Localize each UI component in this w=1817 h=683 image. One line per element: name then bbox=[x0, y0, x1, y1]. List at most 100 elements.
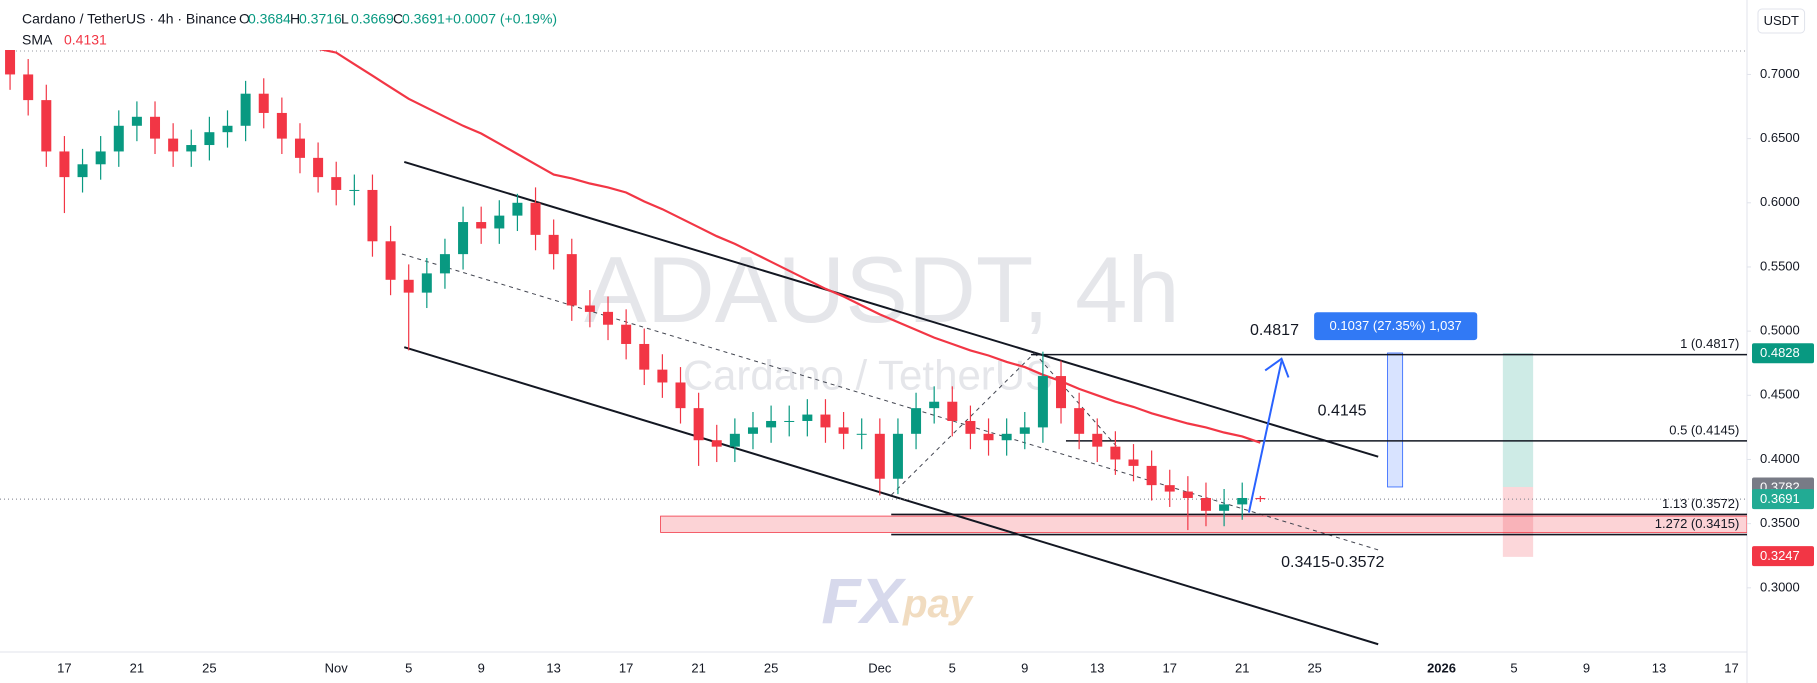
candle-body bbox=[603, 311, 614, 325]
x-tick-label: 5 bbox=[949, 660, 956, 675]
plot-area: 1 (0.4817) 0.5 (0.4145) 1.13 (0.3572) 1.272… bbox=[0, 50, 1747, 646]
price-tag bbox=[1752, 489, 1814, 510]
arrow-head bbox=[1264, 357, 1290, 378]
x-tick-label: 25 bbox=[1307, 660, 1321, 675]
candle-body bbox=[1074, 408, 1085, 434]
candle-body bbox=[1164, 485, 1175, 492]
y-tick-label: 0.4500 bbox=[1760, 387, 1800, 402]
candle-body bbox=[349, 189, 360, 191]
y-tick-label: 0.5500 bbox=[1760, 258, 1800, 273]
ohlc-key: C bbox=[393, 11, 403, 27]
candle-body bbox=[458, 222, 469, 255]
candle-body bbox=[331, 177, 342, 190]
candle-body bbox=[258, 93, 269, 113]
swing-line bbox=[1034, 352, 1119, 449]
symbol-title: Cardano / TetherUS · 4h · Binance bbox=[22, 11, 237, 27]
candle-body bbox=[947, 401, 958, 421]
x-tick-label: 9 bbox=[1583, 660, 1590, 675]
x-tick-label: 13 bbox=[546, 660, 560, 675]
x-tick-label: 21 bbox=[691, 660, 705, 675]
watermark-logo: FXpay bbox=[821, 565, 973, 637]
candle-body bbox=[874, 433, 885, 479]
x-tick-label: 25 bbox=[764, 660, 778, 675]
candle-body bbox=[838, 427, 849, 434]
candle-body bbox=[802, 414, 813, 421]
candle-body bbox=[584, 305, 595, 312]
candle-body bbox=[929, 401, 940, 409]
price-tag-label: 0.3247 bbox=[1760, 548, 1800, 563]
x-tick-label: 13 bbox=[1652, 660, 1666, 675]
candle-body bbox=[95, 151, 106, 165]
y-tick-label: 0.7000 bbox=[1760, 66, 1800, 81]
sma-name: SMA bbox=[22, 32, 53, 48]
candle-body bbox=[367, 189, 378, 242]
channel-upper bbox=[403, 160, 1379, 458]
y-tick-label: 0.4000 bbox=[1760, 451, 1800, 466]
candle-body bbox=[77, 164, 88, 178]
candle-body bbox=[747, 427, 758, 434]
candle-body bbox=[657, 369, 668, 383]
candle-body bbox=[439, 254, 450, 274]
candle-body bbox=[1219, 504, 1230, 511]
candle-body bbox=[1056, 376, 1067, 409]
candle-body bbox=[693, 408, 704, 441]
candle-body bbox=[675, 382, 686, 409]
candle-body bbox=[965, 420, 976, 434]
measure-label-box bbox=[1314, 312, 1478, 341]
candle-body bbox=[892, 433, 903, 479]
x-tick-label: 9 bbox=[1021, 660, 1028, 675]
x-tick-label: 13 bbox=[1090, 660, 1104, 675]
measure-bar bbox=[1387, 352, 1404, 488]
candle-body bbox=[1200, 497, 1211, 511]
candle-body bbox=[729, 433, 740, 447]
candle-body bbox=[41, 100, 52, 152]
ohlc-value: 0.3684 bbox=[248, 11, 291, 27]
candle-body bbox=[1092, 433, 1103, 447]
x-tick-label: 21 bbox=[130, 660, 144, 675]
price-tag-label: 0.4828 bbox=[1760, 345, 1800, 360]
candle-body bbox=[1019, 427, 1030, 434]
target-zone bbox=[1502, 352, 1534, 487]
x-tick-label: 17 bbox=[619, 660, 633, 675]
x-tick-label: 2026 bbox=[1427, 660, 1456, 675]
swing-line bbox=[890, 352, 1035, 496]
candle-body bbox=[204, 132, 215, 146]
candle-body bbox=[131, 116, 142, 126]
candle-body bbox=[784, 420, 795, 422]
candle-body bbox=[476, 222, 487, 229]
candle-body bbox=[294, 138, 305, 158]
ohlc-value: 0.3716 bbox=[299, 11, 342, 27]
x-tick-label: Dec bbox=[868, 660, 892, 675]
x-tick-label: 5 bbox=[405, 660, 412, 675]
x-tick-label: 17 bbox=[57, 660, 71, 675]
currency-button[interactable] bbox=[1757, 8, 1806, 34]
price-tag-label: 0.3691 bbox=[1760, 491, 1800, 506]
channel-mid bbox=[401, 253, 1379, 551]
y-tick-label: 0.5000 bbox=[1760, 323, 1800, 338]
candle-body bbox=[1255, 497, 1266, 500]
candle-body bbox=[150, 116, 161, 139]
x-tick-label: 17 bbox=[1724, 660, 1738, 675]
candle-body bbox=[639, 343, 650, 370]
candle-body bbox=[186, 145, 197, 152]
candle-body bbox=[1182, 491, 1193, 498]
candle-body bbox=[621, 324, 632, 344]
fib-level-label: 1.13 (0.3572) bbox=[1662, 496, 1739, 511]
candle-body bbox=[313, 157, 324, 178]
candle-body bbox=[59, 151, 70, 178]
x-tick-label: 9 bbox=[478, 660, 485, 675]
price-tag bbox=[1752, 546, 1814, 567]
candle-body bbox=[421, 273, 432, 293]
measure-label: 0.1037 (27.35%) 1,037 bbox=[1330, 318, 1462, 333]
candle-body bbox=[222, 125, 233, 133]
candle-body bbox=[1001, 433, 1012, 441]
ohlc-value: 0.3691 bbox=[402, 11, 445, 27]
change: +0.0007 (+0.19%) bbox=[445, 11, 557, 27]
price-tag bbox=[1752, 343, 1814, 364]
candle-body bbox=[168, 138, 179, 152]
candle-body bbox=[23, 74, 34, 101]
watermark-title: ADAUSDT, 4h bbox=[584, 237, 1180, 342]
